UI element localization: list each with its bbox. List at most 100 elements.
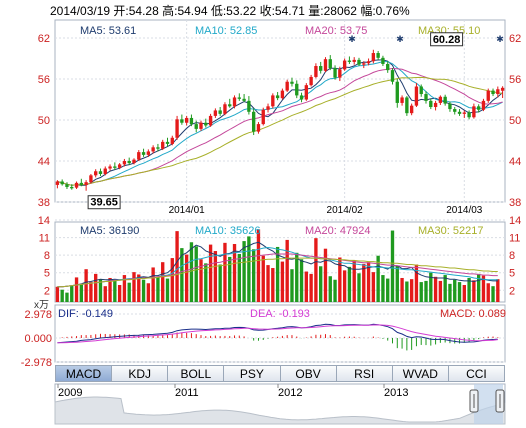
volume-bar	[228, 256, 232, 302]
price-tick-left: 62	[38, 33, 50, 45]
volume-bar	[70, 285, 74, 302]
volume-bar	[457, 282, 462, 302]
candle-body	[165, 141, 170, 144]
volume-bar	[108, 277, 112, 302]
candle-body	[328, 59, 332, 69]
candle-body	[122, 161, 127, 165]
tab-wvad[interactable]: WVAD	[391, 365, 448, 382]
candle-body	[247, 100, 251, 112]
volume-bar	[438, 280, 443, 302]
candle-body	[438, 96, 443, 103]
volume-bar	[237, 253, 241, 302]
candle-body	[400, 97, 404, 103]
volume-tick-left: 8	[44, 250, 50, 262]
volume-bar	[55, 286, 60, 302]
candle-body	[309, 76, 313, 86]
candle-body	[271, 95, 275, 107]
volume-bar	[132, 272, 136, 302]
tab-kdj[interactable]: KDJ	[111, 365, 168, 382]
volume-tick-left: 11	[39, 233, 50, 245]
volume-bar	[261, 255, 265, 302]
volume-bar	[386, 278, 390, 302]
volume-bar	[381, 275, 385, 302]
volume-bar	[256, 229, 261, 302]
price-tick-right: 38	[509, 197, 521, 209]
tab-psy[interactable]: PSY	[223, 365, 280, 382]
volume-bar	[342, 270, 347, 302]
candle-body	[448, 103, 452, 110]
candle-body	[117, 164, 122, 168]
volume-bar	[299, 259, 304, 302]
volume-bar	[424, 280, 428, 302]
quote-close: 收:54.71	[259, 4, 305, 18]
volume-bar	[352, 260, 356, 302]
tab-obv[interactable]: OBV	[279, 365, 336, 382]
volume-bar	[476, 273, 481, 302]
candle-body	[242, 98, 246, 101]
candle-body	[84, 182, 88, 185]
volume-bar	[199, 259, 203, 302]
volume-bar	[208, 244, 213, 302]
candle-body	[98, 171, 103, 174]
candle-body	[189, 117, 194, 125]
overview-navigator[interactable]: 2009 2011 2012 2013	[54, 383, 506, 425]
date-tick-label: 2014/01	[169, 205, 206, 216]
tab-cci[interactable]: CCI	[447, 365, 505, 382]
volume-bar	[429, 272, 433, 302]
candle-body	[151, 147, 155, 152]
volume-tick-right: 8	[509, 250, 515, 262]
volume-bar	[472, 280, 476, 302]
volume-bar	[103, 286, 107, 302]
candle-body	[424, 94, 428, 101]
candle-body	[304, 85, 309, 100]
volume-bar	[376, 255, 380, 302]
candle-body	[208, 115, 213, 126]
candle-body	[285, 81, 289, 91]
overview-area-series	[54, 396, 506, 425]
candle-body	[457, 111, 462, 114]
candle-body	[496, 89, 500, 95]
macd-legend-item: MACD: 0.089	[440, 308, 506, 320]
candle-body	[280, 90, 285, 99]
candle-body	[223, 104, 227, 114]
tab-boll[interactable]: BOLL	[167, 365, 224, 382]
event-marker-icon: ✱	[396, 34, 404, 44]
candle-body	[314, 66, 318, 77]
candle-body	[405, 97, 409, 114]
candle-body	[127, 161, 131, 164]
candle-body	[251, 111, 256, 132]
volume-bar	[98, 279, 103, 302]
candle-body	[462, 112, 466, 114]
volume-bar	[194, 246, 198, 302]
candle-body	[433, 102, 438, 108]
volume-bar	[141, 279, 146, 302]
candle-body	[491, 90, 495, 95]
tab-macd[interactable]: MACD	[55, 365, 112, 382]
candle-body	[295, 83, 299, 96]
candle-body	[395, 81, 399, 103]
volume-bar	[275, 246, 280, 302]
volume-bar	[242, 241, 246, 302]
volume-bar	[362, 263, 366, 302]
volume-legend-item: MA5: 36190	[80, 225, 139, 237]
price-tick-left: 56	[38, 74, 50, 86]
annotation-box	[87, 195, 121, 210]
candle-body	[414, 86, 419, 106]
volume-bar	[338, 257, 342, 302]
candle-body	[342, 60, 347, 70]
volume-legend-item: MA30: 52217	[418, 225, 483, 237]
volume-bar	[247, 236, 251, 302]
volume-bar	[89, 282, 93, 302]
candle-body	[89, 175, 93, 183]
macd-legend-item: DEA: -0.193	[250, 308, 310, 320]
volume-bar	[146, 283, 151, 302]
volume-tick-left: 14	[38, 215, 50, 227]
candle-body	[362, 63, 366, 65]
candle-body	[70, 186, 74, 189]
candle-body	[366, 61, 371, 64]
volume-bar	[443, 275, 447, 302]
volume-bar	[204, 263, 208, 302]
tab-rsi[interactable]: RSI	[335, 365, 392, 382]
candle-body	[443, 96, 447, 104]
volume-bar	[433, 276, 438, 302]
